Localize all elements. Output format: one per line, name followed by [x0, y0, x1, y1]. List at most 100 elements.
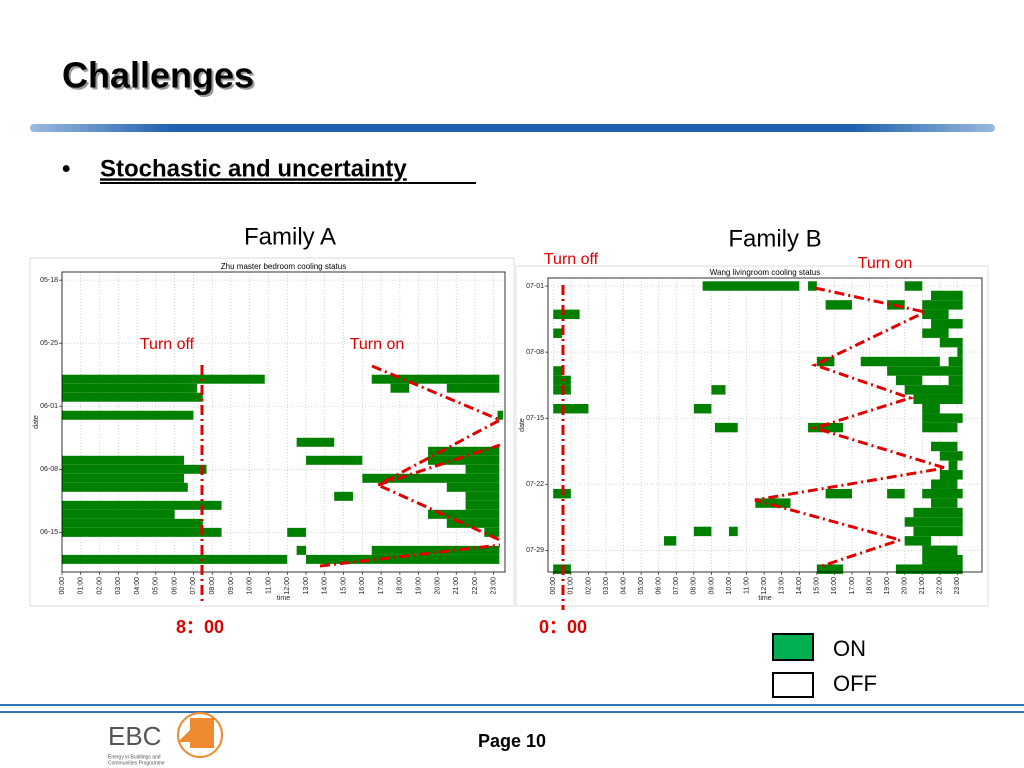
y-tick-label: 05-18: [40, 277, 58, 284]
on-segment: [939, 451, 963, 461]
on-segment: [62, 482, 188, 492]
on-segment: [371, 374, 500, 384]
y-tick-label: 06-01: [40, 403, 58, 410]
on-segment: [922, 328, 949, 338]
turn-on-line: [377, 443, 501, 487]
on-segment: [428, 446, 500, 456]
legend-off: OFF: [833, 671, 877, 696]
on-segment: [62, 473, 185, 483]
on-segment: [428, 509, 500, 519]
on-segment: [714, 422, 738, 433]
x-tick-label: 20:00: [902, 577, 909, 595]
y-tick-label: 07-15: [526, 415, 544, 422]
on-segment: [825, 300, 852, 310]
time-note: 8：00: [176, 617, 224, 637]
on-segment: [948, 375, 963, 386]
on-segment: [62, 464, 207, 474]
on-segment: [922, 555, 963, 565]
x-tick-label: 00:00: [550, 577, 557, 595]
on-segment: [306, 554, 500, 564]
bullet-text: Stochastic and uncertainty: [100, 155, 407, 182]
bullet-dot: •: [62, 155, 70, 182]
x-tick-label: 23:00: [954, 577, 961, 595]
x-tick-label: 19:00: [415, 577, 422, 595]
turn-on-line: [371, 364, 504, 542]
x-tick-label: 05:00: [153, 577, 160, 595]
x-tick-label: 06:00: [171, 577, 178, 595]
x-tick-label: 22:00: [937, 577, 944, 595]
y-tick-label: 05-25: [40, 340, 58, 347]
logo-ring: [177, 712, 223, 758]
on-segment: [931, 319, 963, 329]
on-segment: [62, 392, 203, 402]
on-segment: [465, 491, 500, 501]
on-segment: [62, 518, 203, 528]
x-tick-label: 04:00: [134, 577, 141, 595]
on-segment: [808, 422, 844, 433]
on-segment: [62, 383, 198, 393]
on-segment: [887, 366, 963, 376]
on-segment: [446, 482, 500, 492]
y-tick-label: 06-08: [40, 466, 58, 473]
chart-heading: Family B: [728, 225, 821, 252]
on-segment: [62, 500, 222, 510]
on-segment: [62, 410, 194, 420]
on-segment: [362, 473, 500, 483]
y-tick-label: 06-15: [40, 529, 58, 536]
turn-on-label: Turn on: [858, 255, 913, 272]
slide-title: Challenges: [62, 55, 254, 96]
on-segment: [390, 383, 410, 393]
x-tick-label: 14:00: [796, 577, 803, 595]
on-segment: [497, 410, 504, 420]
x-tick-label: 15:00: [340, 577, 347, 595]
on-segment: [702, 281, 800, 291]
title-shadow: Challenges: [64, 57, 256, 98]
x-tick-label: 08:00: [209, 577, 216, 595]
on-segment: [922, 404, 940, 414]
on-segment: [922, 309, 949, 320]
x-tick-label: 10:00: [726, 577, 733, 595]
on-segment: [693, 404, 712, 414]
on-segment: [948, 460, 958, 471]
on-segment: [711, 385, 726, 395]
on-segment: [887, 488, 905, 499]
on-segment: [825, 488, 852, 499]
on-segment: [860, 356, 940, 367]
turn-off-label: Turn off: [140, 336, 195, 353]
on-segment: [922, 488, 963, 499]
y-axis-label: date: [33, 415, 40, 429]
on-segment: [693, 526, 712, 537]
turn-on-label: Turn on: [350, 336, 405, 353]
on-segment: [446, 518, 500, 528]
plot-frame: [61, 271, 506, 573]
x-axis-label: time: [758, 595, 771, 602]
on-segment: [553, 366, 563, 376]
x-tick-label: 11:00: [265, 577, 272, 594]
y-tick-label: 07-01: [526, 283, 544, 290]
logo-sub: Communities Programme: [108, 760, 165, 766]
x-tick-label: 01:00: [568, 577, 575, 595]
y-tick-label: 07-29: [526, 547, 544, 554]
on-segment: [371, 545, 500, 555]
on-segment: [484, 527, 500, 537]
on-segment: [755, 498, 791, 508]
on-segment: [62, 527, 222, 537]
x-tick-label: 11:00: [743, 577, 750, 594]
legend-on-swatch: [772, 633, 814, 661]
on-segment: [816, 564, 844, 574]
x-tick-label: 19:00: [884, 577, 891, 595]
on-segment: [808, 281, 817, 291]
x-tick-label: 12:00: [284, 577, 291, 595]
on-segment: [62, 374, 265, 384]
x-tick-label: 05:00: [638, 577, 645, 595]
on-segment: [904, 536, 932, 546]
x-tick-label: 03:00: [603, 577, 610, 595]
logo-sub: Energy in Buildings and: [108, 754, 161, 760]
on-segment: [931, 498, 958, 508]
on-segment: [939, 470, 963, 480]
logo-text: EBC: [108, 721, 161, 751]
y-tick-label: 07-22: [526, 481, 544, 488]
plot-frame: [547, 277, 983, 573]
on-segment: [428, 455, 500, 465]
on-segment: [913, 394, 963, 404]
